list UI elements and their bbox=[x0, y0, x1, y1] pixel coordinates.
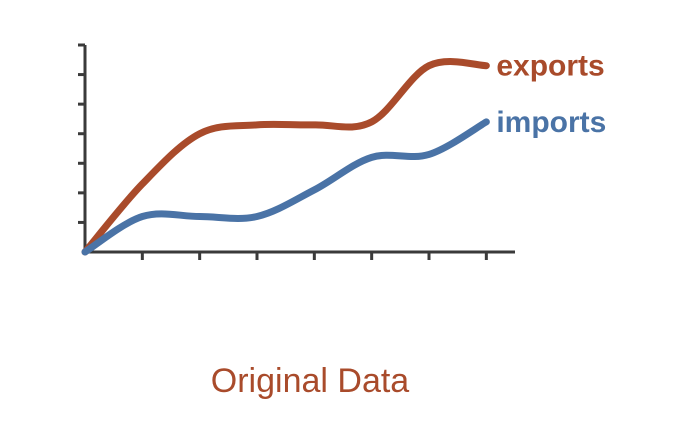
series-line-exports bbox=[81, 58, 490, 256]
series-label-exports: exports bbox=[496, 50, 604, 83]
series-line-imports bbox=[81, 118, 490, 256]
series-label-imports: imports bbox=[496, 106, 606, 139]
chart-caption: Original Data bbox=[210, 362, 410, 400]
